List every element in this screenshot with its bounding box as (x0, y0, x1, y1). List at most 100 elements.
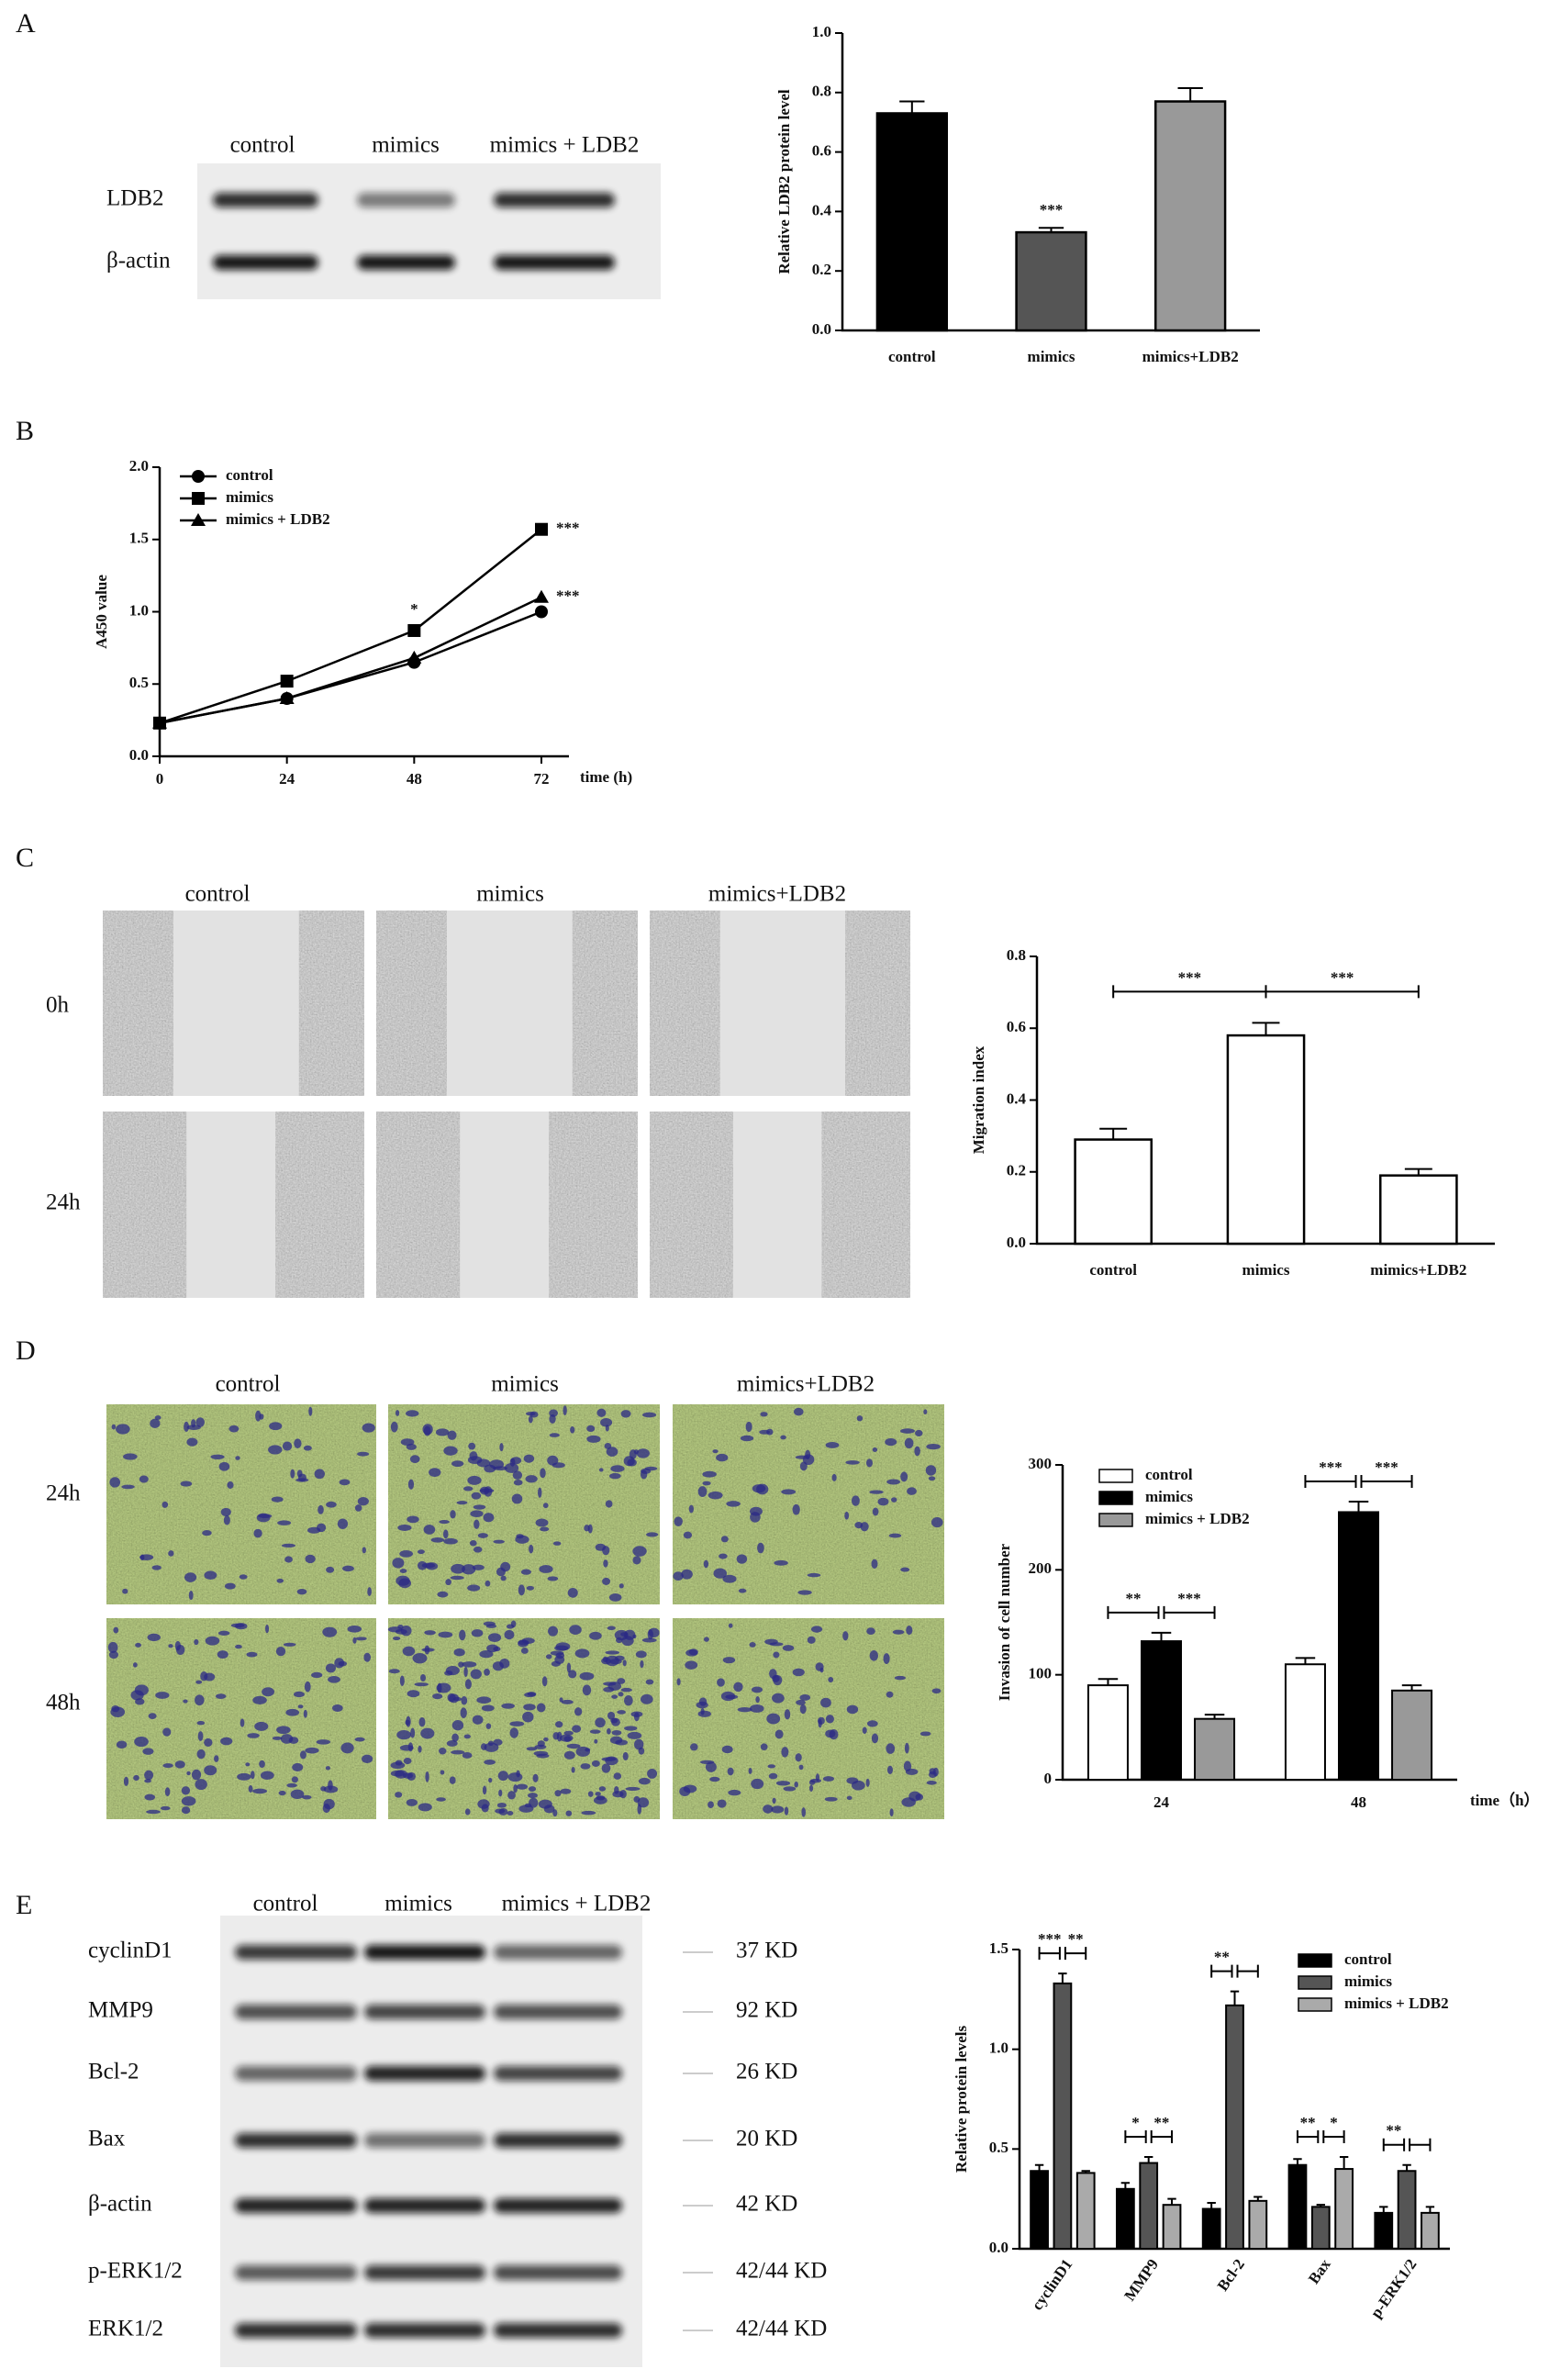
stained-cell (334, 1658, 345, 1669)
bar (1421, 2211, 1440, 2250)
stained-cell (438, 1631, 453, 1638)
stained-cell (290, 1469, 295, 1479)
stained-cell (134, 1737, 149, 1748)
stained-cell (751, 1778, 764, 1790)
x-tick-label: MMP9 (1120, 2256, 1162, 2305)
bar (1226, 1034, 1306, 1246)
stained-cell (616, 1637, 623, 1644)
significance-bracket (1210, 1964, 1233, 1978)
stained-cell (563, 1750, 575, 1760)
y-tick-label: 0.5 (989, 2139, 1008, 2156)
stained-cell (900, 1471, 908, 1482)
point (535, 605, 548, 619)
stained-cell (673, 1571, 684, 1581)
stained-cell (487, 1633, 502, 1643)
legend-swatch (1098, 1469, 1133, 1483)
band-label: Bax (88, 2127, 126, 2151)
stained-cell (303, 1445, 312, 1451)
stained-cell (831, 1473, 837, 1481)
stained-cell (600, 1417, 613, 1427)
legend-swatch (1298, 1997, 1332, 2012)
stained-cell (123, 1776, 129, 1786)
stained-cell (825, 1715, 834, 1724)
bar (1030, 2170, 1049, 2250)
legend-swatch (1298, 1953, 1332, 1968)
stained-cell (168, 1550, 174, 1557)
stained-cell (799, 1704, 807, 1715)
stained-cell (240, 1718, 245, 1727)
stained-cell (561, 1699, 574, 1704)
blot-band (494, 2198, 622, 2213)
stained-cell (214, 1755, 219, 1762)
stained-cell (518, 1584, 525, 1596)
stained-cell (484, 1464, 496, 1473)
stained-cell (618, 1692, 624, 1697)
bar (1379, 1174, 1458, 1246)
lane-label: control (230, 133, 295, 158)
bar (1201, 2207, 1221, 2251)
stained-cell (795, 1753, 802, 1762)
bar (1284, 1663, 1326, 1781)
stained-cell (407, 1690, 420, 1698)
stained-cell (764, 1638, 778, 1645)
size-label: 37 KD (736, 1939, 797, 1963)
stained-cell (458, 1661, 464, 1668)
stained-cell (362, 1423, 375, 1433)
stained-cell (627, 1731, 642, 1739)
point (407, 623, 421, 637)
error-bar (1316, 2204, 1325, 2207)
stained-cell (688, 1504, 694, 1514)
significance-label: *** (1375, 1458, 1398, 1476)
stained-cell (541, 1676, 548, 1687)
stained-cell (109, 1477, 121, 1488)
stained-cell (420, 1727, 435, 1739)
stained-cell (622, 1659, 627, 1667)
y-tick-label: 0.0 (989, 2239, 1008, 2256)
stained-cell (275, 1647, 286, 1657)
stained-cell (527, 1793, 538, 1799)
stained-cell (538, 1487, 542, 1498)
line (159, 528, 542, 724)
stained-cell (276, 1726, 291, 1735)
stained-cell (595, 1543, 607, 1551)
stained-cell (528, 1415, 533, 1424)
stained-cell (618, 1583, 624, 1589)
error-bar (1425, 2206, 1435, 2213)
stained-cell (459, 1629, 466, 1641)
error-bar (1252, 1022, 1280, 1036)
column-label: mimics+LDB2 (737, 1372, 875, 1397)
stained-cell (722, 1574, 737, 1583)
error-bar (1120, 2182, 1131, 2189)
stained-cell (160, 1805, 171, 1811)
y-tick-label: 0.0 (812, 320, 831, 338)
x-axis-label: time (h) (580, 768, 632, 786)
stained-cell (339, 1479, 351, 1486)
stained-cell (148, 1713, 157, 1720)
stained-cell (554, 1790, 562, 1797)
stained-cell (523, 1454, 535, 1463)
stained-cell (807, 1572, 821, 1578)
stained-cell (604, 1443, 612, 1449)
significance-label: * (1330, 2114, 1338, 2131)
stained-cell (683, 1784, 697, 1793)
significance-bracket (1382, 2138, 1406, 2151)
bar (1086, 1684, 1129, 1781)
stained-cell (429, 1468, 441, 1478)
stained-cell (527, 1692, 537, 1696)
significance-bracket (1064, 1947, 1087, 1961)
stained-cell (552, 1541, 562, 1546)
stained-cell (737, 1707, 752, 1713)
stained-cell (533, 1750, 549, 1757)
stained-cell (135, 1642, 141, 1648)
stained-cell (254, 1721, 269, 1731)
stained-cell (500, 1575, 507, 1581)
stained-cell (708, 1491, 723, 1500)
stained-cell (903, 1760, 912, 1771)
stained-cell (596, 1795, 606, 1801)
stained-cell (297, 1473, 306, 1482)
y-axis-label: Migration index (970, 1045, 987, 1154)
x-tick-label: 24 (279, 770, 295, 788)
stained-cell (720, 1691, 736, 1702)
significance-bracket (1236, 1964, 1259, 1978)
stained-cell (716, 1453, 729, 1462)
